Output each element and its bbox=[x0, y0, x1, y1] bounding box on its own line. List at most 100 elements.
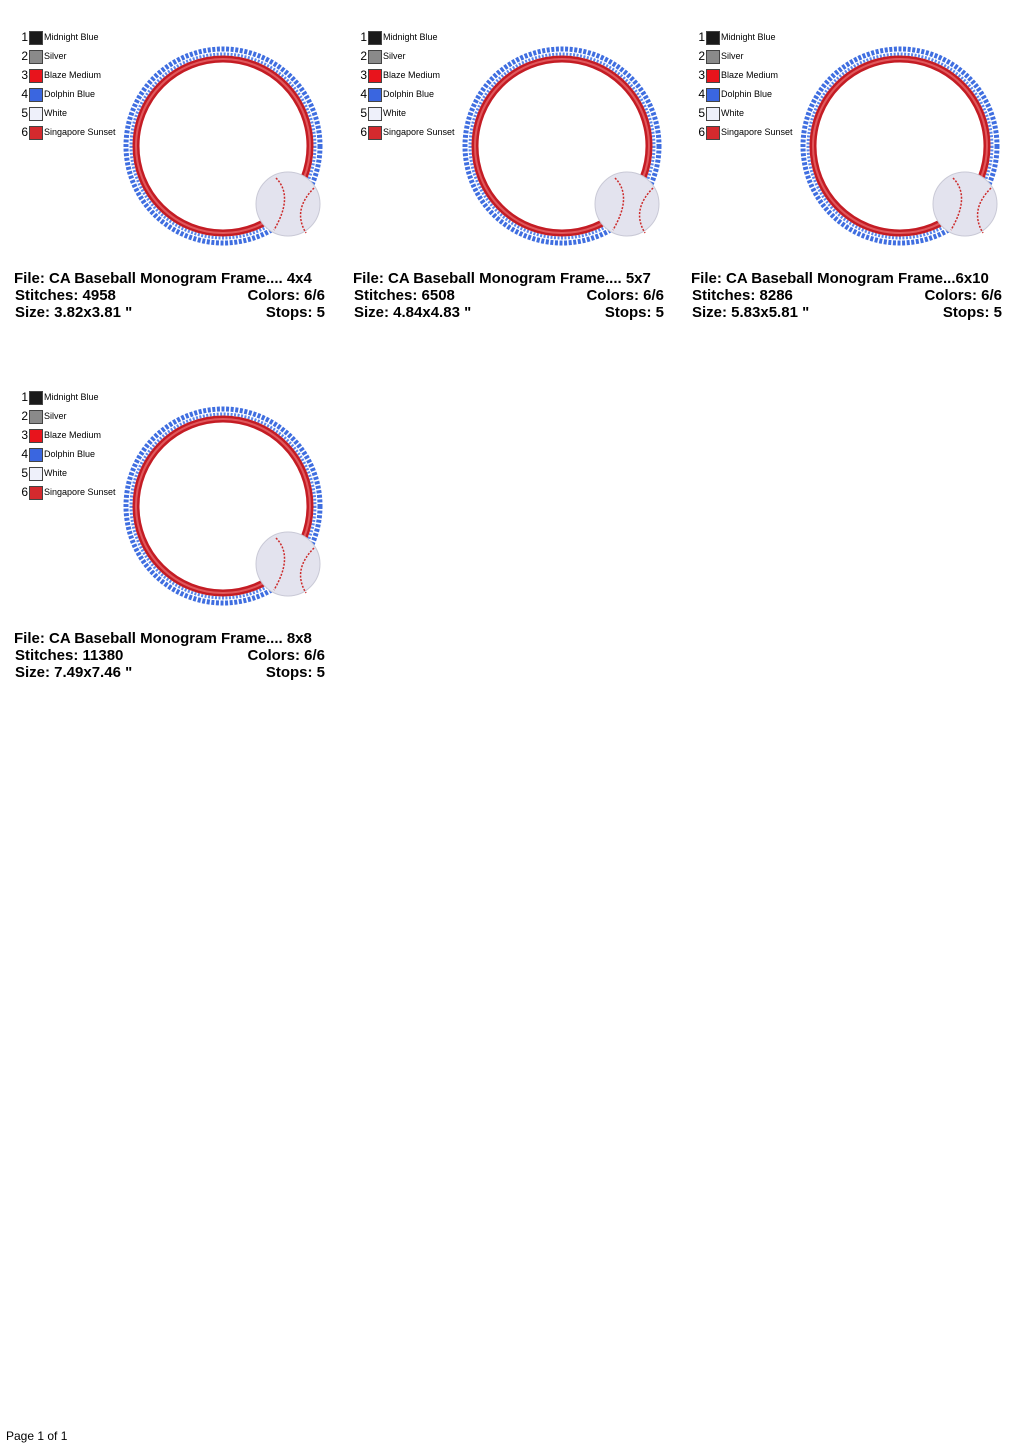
thread-name: Silver bbox=[383, 51, 406, 61]
thread-swatch bbox=[29, 126, 43, 140]
thread-name: White bbox=[44, 108, 68, 118]
thread-swatch bbox=[29, 429, 43, 443]
thread-swatch bbox=[706, 31, 720, 45]
thread-number: 3 bbox=[21, 428, 28, 442]
baseball-seam bbox=[273, 537, 286, 591]
thread-number: 2 bbox=[360, 49, 367, 63]
blue-border bbox=[468, 52, 656, 240]
blue-border bbox=[806, 52, 994, 240]
thread-swatch bbox=[706, 107, 720, 121]
thread-swatch bbox=[706, 69, 720, 83]
red-ring-highlight bbox=[135, 418, 311, 594]
thread-number: 4 bbox=[360, 87, 367, 101]
thread-number: 2 bbox=[21, 49, 28, 63]
thread-swatch bbox=[29, 448, 43, 462]
thread-name: Singapore Sunset bbox=[44, 487, 116, 497]
thread-name: Midnight Blue bbox=[44, 32, 99, 42]
color-count: Colors: 6/6 bbox=[247, 647, 325, 664]
thread-number: 6 bbox=[698, 125, 705, 139]
thread-swatch bbox=[368, 126, 382, 140]
thread-number: 1 bbox=[698, 30, 705, 44]
stop-count: Stops: 5 bbox=[265, 664, 325, 681]
thread-number: 6 bbox=[21, 125, 28, 139]
design-panel: 1 Midnight Blue 2 Silver 3 Blaze Medium 4 Dolph… bbox=[14, 28, 352, 348]
thread-number: 6 bbox=[360, 125, 367, 139]
thread-swatch bbox=[29, 69, 43, 83]
thread-name: Blaze Medium bbox=[721, 70, 779, 80]
thread-number: 2 bbox=[21, 409, 28, 423]
thread-name: Midnight Blue bbox=[383, 32, 438, 42]
file-name: File: CA Baseball Monogram Frame.... 5x7 bbox=[353, 270, 651, 287]
design-size: Size: 7.49x7.46 " bbox=[15, 664, 133, 681]
thread-name: Blaze Medium bbox=[383, 70, 441, 80]
design-panel: 1 Midnight Blue 2 Silver 3 Blaze Medium 4 Dolph… bbox=[14, 388, 352, 708]
design-size: Size: 3.82x3.81 " bbox=[15, 304, 133, 321]
thread-name: Midnight Blue bbox=[721, 32, 776, 42]
thread-swatch bbox=[29, 486, 43, 500]
baseball-seam bbox=[612, 177, 625, 231]
stitch-count: Stitches: 11380 bbox=[15, 647, 124, 664]
thread-name: Dolphin Blue bbox=[383, 89, 435, 99]
thread-name: White bbox=[383, 108, 407, 118]
thread-swatch bbox=[368, 69, 382, 83]
thread-swatch bbox=[29, 467, 43, 481]
thread-swatch bbox=[29, 410, 43, 424]
stop-count: Stops: 5 bbox=[942, 304, 1002, 321]
thread-swatch bbox=[706, 88, 720, 102]
thread-swatch bbox=[368, 50, 382, 64]
thread-name: Singapore Sunset bbox=[44, 127, 116, 137]
thread-swatch bbox=[29, 31, 43, 45]
baseball-seam bbox=[299, 547, 315, 594]
red-ring-highlight bbox=[812, 58, 988, 234]
thread-number: 3 bbox=[698, 68, 705, 82]
stop-count: Stops: 5 bbox=[604, 304, 664, 321]
design-size: Size: 4.84x4.83 " bbox=[354, 304, 472, 321]
blue-border bbox=[800, 46, 1000, 246]
thread-name: Silver bbox=[44, 51, 67, 61]
baseball-seam bbox=[273, 177, 286, 231]
design-size: Size: 5.83x5.81 " bbox=[692, 304, 810, 321]
thread-name: Dolphin Blue bbox=[721, 89, 773, 99]
thread-number: 2 bbox=[698, 49, 705, 63]
baseball-seam bbox=[950, 177, 963, 231]
page-footer: Page 1 of 1 bbox=[6, 1429, 68, 1443]
stitch-count: Stitches: 4958 bbox=[15, 287, 116, 304]
thread-swatch bbox=[368, 31, 382, 45]
thread-number: 4 bbox=[21, 87, 28, 101]
thread-swatch bbox=[29, 88, 43, 102]
baseball bbox=[594, 171, 660, 237]
baseball bbox=[932, 171, 998, 237]
design-preview bbox=[123, 406, 323, 606]
thread-swatch bbox=[706, 126, 720, 140]
baseball-seam bbox=[638, 187, 654, 234]
thread-number: 3 bbox=[360, 68, 367, 82]
thread-number: 4 bbox=[21, 447, 28, 461]
thread-name: Blaze Medium bbox=[44, 70, 102, 80]
baseball-seam bbox=[976, 187, 992, 234]
thread-number: 5 bbox=[21, 106, 28, 120]
blue-border bbox=[462, 46, 662, 246]
blue-border bbox=[123, 406, 323, 606]
design-preview bbox=[123, 46, 323, 246]
baseball bbox=[255, 531, 321, 597]
thread-name: Dolphin Blue bbox=[44, 449, 96, 459]
stop-count: Stops: 5 bbox=[265, 304, 325, 321]
thread-name: Silver bbox=[44, 411, 67, 421]
color-count: Colors: 6/6 bbox=[586, 287, 664, 304]
thread-name: White bbox=[721, 108, 745, 118]
thread-swatch bbox=[368, 107, 382, 121]
file-name: File: CA Baseball Monogram Frame...6x10 bbox=[691, 270, 989, 287]
baseball-seam bbox=[299, 187, 315, 234]
file-name: File: CA Baseball Monogram Frame.... 4x4 bbox=[14, 270, 312, 287]
thread-name: Silver bbox=[721, 51, 744, 61]
design-preview bbox=[800, 46, 1000, 246]
thread-name: Singapore Sunset bbox=[721, 127, 793, 137]
color-count: Colors: 6/6 bbox=[924, 287, 1002, 304]
thread-number: 5 bbox=[360, 106, 367, 120]
thread-number: 1 bbox=[21, 30, 28, 44]
thread-name: Midnight Blue bbox=[44, 392, 99, 402]
blue-border bbox=[129, 52, 317, 240]
thread-number: 3 bbox=[21, 68, 28, 82]
thread-swatch bbox=[368, 88, 382, 102]
thread-number: 1 bbox=[21, 390, 28, 404]
